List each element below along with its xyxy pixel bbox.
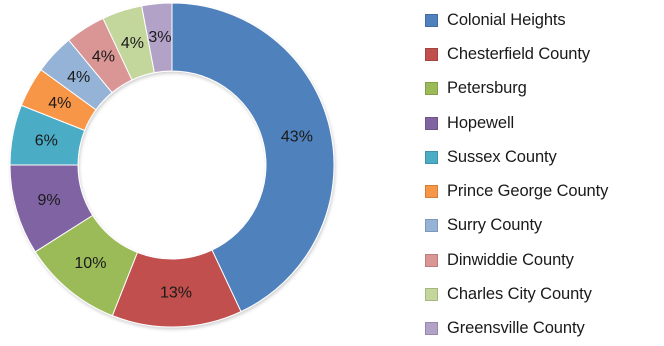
legend-item-petersburg: Petersburg xyxy=(425,72,664,106)
chart-legend: Colonial Heights Chesterfield County Peter… xyxy=(425,3,664,346)
slice-greensville-county xyxy=(141,2,173,74)
legend-swatch xyxy=(425,253,438,267)
legend-label: Dinwiddie County xyxy=(447,250,574,269)
legend-label: Greensville County xyxy=(447,319,585,338)
slice-colonial-heights xyxy=(171,2,335,313)
donut-slices xyxy=(9,2,335,328)
legend-swatch xyxy=(425,288,438,302)
legend-swatch xyxy=(425,82,438,96)
legend-label: Sussex County xyxy=(447,147,557,166)
legend-label: Prince George County xyxy=(447,182,609,201)
legend-item-charles-city-county: Charles City County xyxy=(425,277,664,311)
slice-label-surry-county: 4% xyxy=(67,69,90,86)
legend-label: Charles City County xyxy=(447,285,592,304)
legend-label: Chesterfield County xyxy=(447,44,591,63)
legend-item-surry-county: Surry County xyxy=(425,209,664,243)
slice-label-hopewell: 9% xyxy=(38,192,61,209)
legend-label: Hopewell xyxy=(447,113,515,132)
legend-item-hopewell: Hopewell xyxy=(425,106,664,140)
legend-item-greensville-county: Greensville County xyxy=(425,312,664,346)
slice-label-sussex-county: 6% xyxy=(35,133,58,150)
donut-slice-labels: 43%13%10%9%6%4%4%4%4% 3% xyxy=(35,29,313,301)
legend-item-prince-george-county: Prince George County xyxy=(425,174,664,208)
slice-label-dinwiddie-county: 4% xyxy=(92,48,115,65)
legend-item-sussex-county: Sussex County xyxy=(425,140,664,174)
slice-label-chesterfield-county: 13% xyxy=(160,284,192,301)
legend-label: Colonial Heights xyxy=(447,10,566,29)
slice-label-prince-george-county: 4% xyxy=(48,95,71,112)
slice-label-colonial-heights: 43% xyxy=(281,129,313,146)
slice-label-greensville-county: 3% xyxy=(148,29,171,46)
legend-item-chesterfield-county: Chesterfield County xyxy=(425,37,664,71)
slice-label-petersburg: 10% xyxy=(74,255,106,272)
legend-swatch xyxy=(425,116,438,130)
legend-swatch xyxy=(425,322,438,336)
legend-swatch xyxy=(425,185,438,199)
legend-swatch xyxy=(425,47,438,61)
legend-item-dinwiddie-county: Dinwiddie County xyxy=(425,243,664,277)
legend-swatch xyxy=(425,13,438,27)
legend-label: Surry County xyxy=(447,216,543,235)
legend-swatch xyxy=(425,219,438,233)
legend-swatch xyxy=(425,150,438,164)
legend-label: Petersburg xyxy=(447,79,527,98)
slice-label-charles-city-county: 4% xyxy=(121,35,144,52)
legend-item-colonial-heights: Colonial Heights xyxy=(425,3,664,37)
